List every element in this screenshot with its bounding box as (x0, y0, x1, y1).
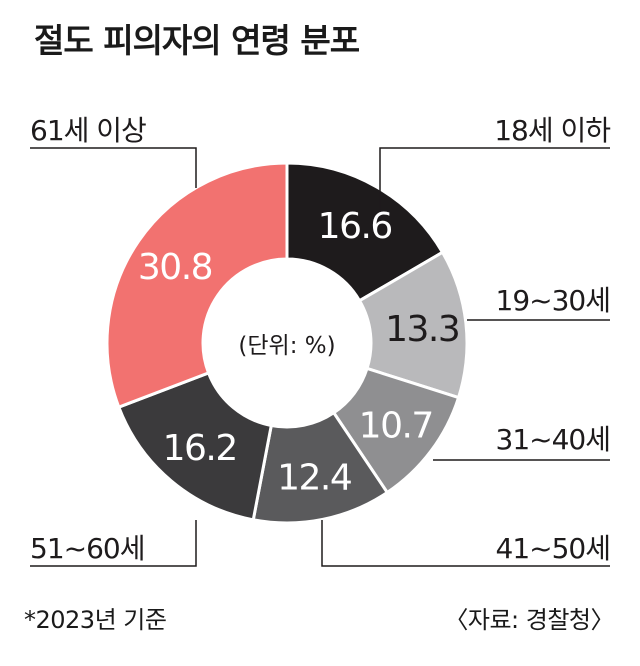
category-label-1: 18세 이하 (494, 114, 610, 147)
leader-line-1 (379, 147, 610, 220)
slices-group (105, 161, 469, 525)
donut-slice-1 (285, 161, 445, 303)
value-label-6: 30.8 (138, 247, 212, 288)
category-label-5: 51~60세 (30, 532, 144, 565)
footer: *2023년 기준 〈자료: 경찰청〉 (0, 600, 640, 640)
value-labels-group: 16.6 13.3 10.712.4 16.2 30.8 (138, 206, 461, 498)
leader-line-4 (321, 520, 610, 567)
chart-title: 절도 피의자의 연령 분포 (34, 21, 360, 60)
leader-line-5 (30, 520, 197, 567)
category-labels-group: 18세 이하 19~30세 31~40세 41~50세 51~60세 61세 이상 (30, 114, 611, 565)
leader-line-6 (30, 147, 197, 188)
category-label-4: 41~50세 (496, 532, 610, 565)
category-label-2: 19~30세 (496, 284, 610, 317)
category-label-3: 31~40세 (496, 423, 610, 456)
value-label-5: 16.2 (163, 428, 237, 469)
value-label-1: 16.6 (318, 206, 392, 247)
donut-slice-5 (116, 371, 274, 522)
source-credit: 〈자료: 경찰청〉 (444, 606, 614, 634)
value-label-3: 10.7 (359, 406, 433, 447)
donut-slice-6 (105, 161, 289, 410)
donut-chart: 16.6 13.3 10.712.4 16.2 30.8 18세 이하 19~30세 31~… (30, 114, 611, 567)
footnote: *2023년 기준 (24, 606, 167, 634)
unit-label: (단위: %) (238, 333, 335, 359)
value-label-4: 12.4 (277, 457, 351, 498)
value-label-2: 13.3 (385, 309, 459, 350)
category-label-6: 61세 이상 (30, 114, 146, 147)
leader-lines-group (30, 147, 610, 567)
